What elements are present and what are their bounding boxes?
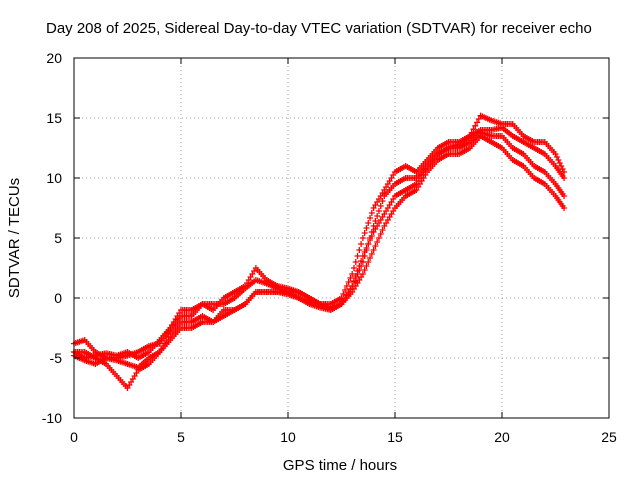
data-point: [350, 265, 357, 271]
data-point: [340, 291, 347, 297]
data-point: [359, 235, 366, 241]
data-point: [359, 253, 366, 259]
x-tick-label: 10: [280, 429, 296, 445]
x-tick-label: 5: [177, 429, 185, 445]
data-point: [472, 122, 479, 129]
data-point: [354, 253, 361, 259]
x-tick-label: 0: [70, 429, 78, 445]
data-point: [365, 241, 372, 247]
data-point: [361, 267, 368, 273]
axis-ticks: [73, 57, 610, 419]
y-tick-label: 10: [46, 170, 62, 186]
x-tick-label: 15: [387, 429, 403, 445]
y-tick-label: 20: [46, 50, 62, 66]
y-tick-label: 15: [46, 110, 62, 126]
data-point: [350, 278, 357, 284]
data-point: [349, 283, 356, 289]
data-point: [352, 259, 359, 265]
data-point: [372, 243, 379, 249]
data-point: [342, 287, 349, 293]
data-point: [368, 233, 375, 239]
data-point: [553, 154, 560, 160]
grid: [74, 58, 609, 418]
tick-labels: 0 5 10 15 20 25 -10 -5 0 5 10 15 20: [42, 50, 617, 445]
data-point: [379, 198, 386, 204]
data-point: [368, 251, 375, 257]
data-point: [377, 203, 384, 209]
series-track-3: [71, 133, 568, 371]
data-point: [374, 239, 381, 245]
data-point: [367, 255, 374, 261]
data-point: [374, 213, 381, 219]
data-points: [71, 112, 568, 391]
y-axis-label: SDTVAR / TECUs: [6, 178, 23, 298]
data-point: [559, 166, 566, 172]
data-point: [354, 268, 361, 274]
data-point: [356, 263, 363, 269]
data-point: [372, 218, 379, 224]
data-point: [367, 215, 374, 221]
data-point: [363, 263, 370, 269]
y-tick-label: -5: [50, 350, 63, 366]
data-point: [347, 275, 354, 281]
data-point: [379, 227, 386, 233]
x-tick-label: 25: [601, 429, 617, 445]
data-point: [365, 259, 372, 265]
data-point: [474, 119, 481, 126]
y-tick-label: 5: [54, 230, 62, 246]
data-point: [377, 231, 384, 237]
series-track-4: [71, 129, 568, 391]
x-tick-label: 20: [494, 429, 510, 445]
data-point: [368, 210, 375, 216]
data-point: [358, 258, 365, 264]
data-point: [375, 235, 382, 241]
data-point: [343, 283, 350, 289]
data-point: [361, 230, 368, 236]
data-point: [365, 220, 372, 226]
data-point: [556, 160, 563, 166]
data-point: [561, 193, 568, 199]
data-point: [375, 208, 382, 214]
data-point: [561, 175, 568, 181]
data-point: [370, 247, 377, 253]
x-axis-label: GPS time / hours: [283, 457, 397, 474]
data-point: [359, 271, 366, 277]
data-point: [356, 247, 363, 253]
data-point: [361, 249, 368, 255]
series-track-2: [71, 124, 568, 361]
y-tick-label: 0: [54, 290, 62, 306]
data-point: [358, 241, 365, 247]
data-point: [475, 116, 482, 122]
data-point: [561, 205, 568, 211]
data-point: [363, 245, 370, 251]
data-point: [555, 157, 562, 163]
data-point: [345, 279, 352, 285]
series-track-1: [71, 112, 568, 361]
data-point: [367, 237, 374, 243]
data-point: [363, 225, 370, 231]
y-tick-label: -10: [42, 410, 62, 426]
data-point: [349, 271, 356, 277]
data-point: [352, 273, 359, 279]
chart-title: Day 208 of 2025, Sidereal Day-to-day VTE…: [46, 20, 592, 37]
